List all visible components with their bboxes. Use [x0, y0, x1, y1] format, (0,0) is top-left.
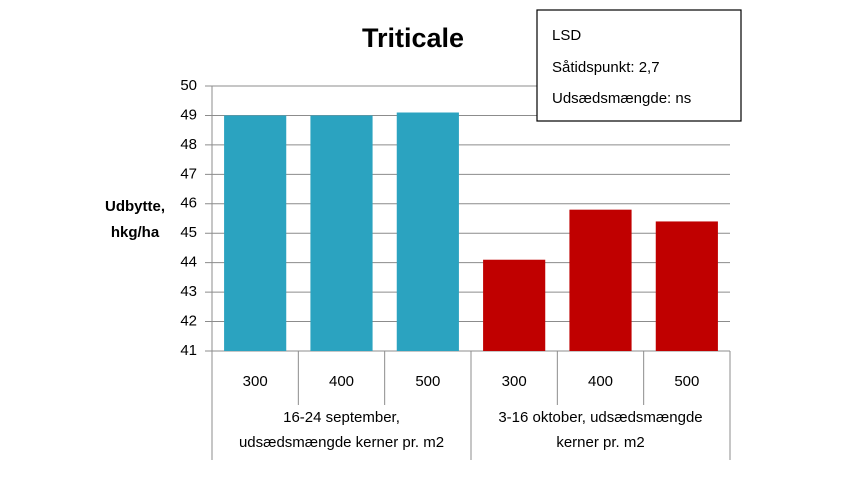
- y-tick-label: 43: [180, 283, 197, 300]
- y-axis-label: hkg/ha: [111, 224, 160, 241]
- x-tick-label: 400: [588, 373, 613, 390]
- y-tick-label: 42: [180, 313, 197, 330]
- bar: [396, 112, 459, 351]
- bar: [224, 115, 287, 351]
- x-tick-label: 500: [674, 373, 699, 390]
- x-tick-label: 300: [502, 373, 527, 390]
- y-tick-label: 44: [180, 254, 197, 271]
- bar: [569, 209, 632, 351]
- y-tick-label: 45: [180, 224, 197, 241]
- x-tick-label: 500: [415, 373, 440, 390]
- y-tick-label: 41: [180, 342, 197, 359]
- bar: [483, 259, 546, 351]
- annotation-box: [536, 9, 742, 122]
- y-tick-label: 50: [180, 77, 197, 94]
- bar: [655, 221, 718, 351]
- y-axis-label: Udbytte,: [105, 198, 165, 215]
- chart-title: Triticale: [362, 23, 464, 53]
- annotation-text: Såtidspunkt: 2,7: [552, 59, 660, 76]
- group-label: kerner pr. m2: [556, 434, 644, 451]
- y-tick-label: 49: [180, 106, 197, 123]
- y-tick-label: 46: [180, 195, 197, 212]
- group-label: 3-16 oktober, udsædsmængde: [498, 409, 702, 426]
- group-label: 16-24 september,: [283, 409, 400, 426]
- x-tick-label: 300: [243, 373, 268, 390]
- annotation-text: LSD: [552, 27, 581, 44]
- bar: [310, 115, 373, 351]
- group-label: udsædsmængde kerner pr. m2: [239, 434, 444, 451]
- x-tick-label: 400: [329, 373, 354, 390]
- annotation-text: Udsædsmængde: ns: [552, 90, 691, 107]
- y-tick-label: 47: [180, 165, 197, 182]
- y-tick-label: 48: [180, 136, 197, 153]
